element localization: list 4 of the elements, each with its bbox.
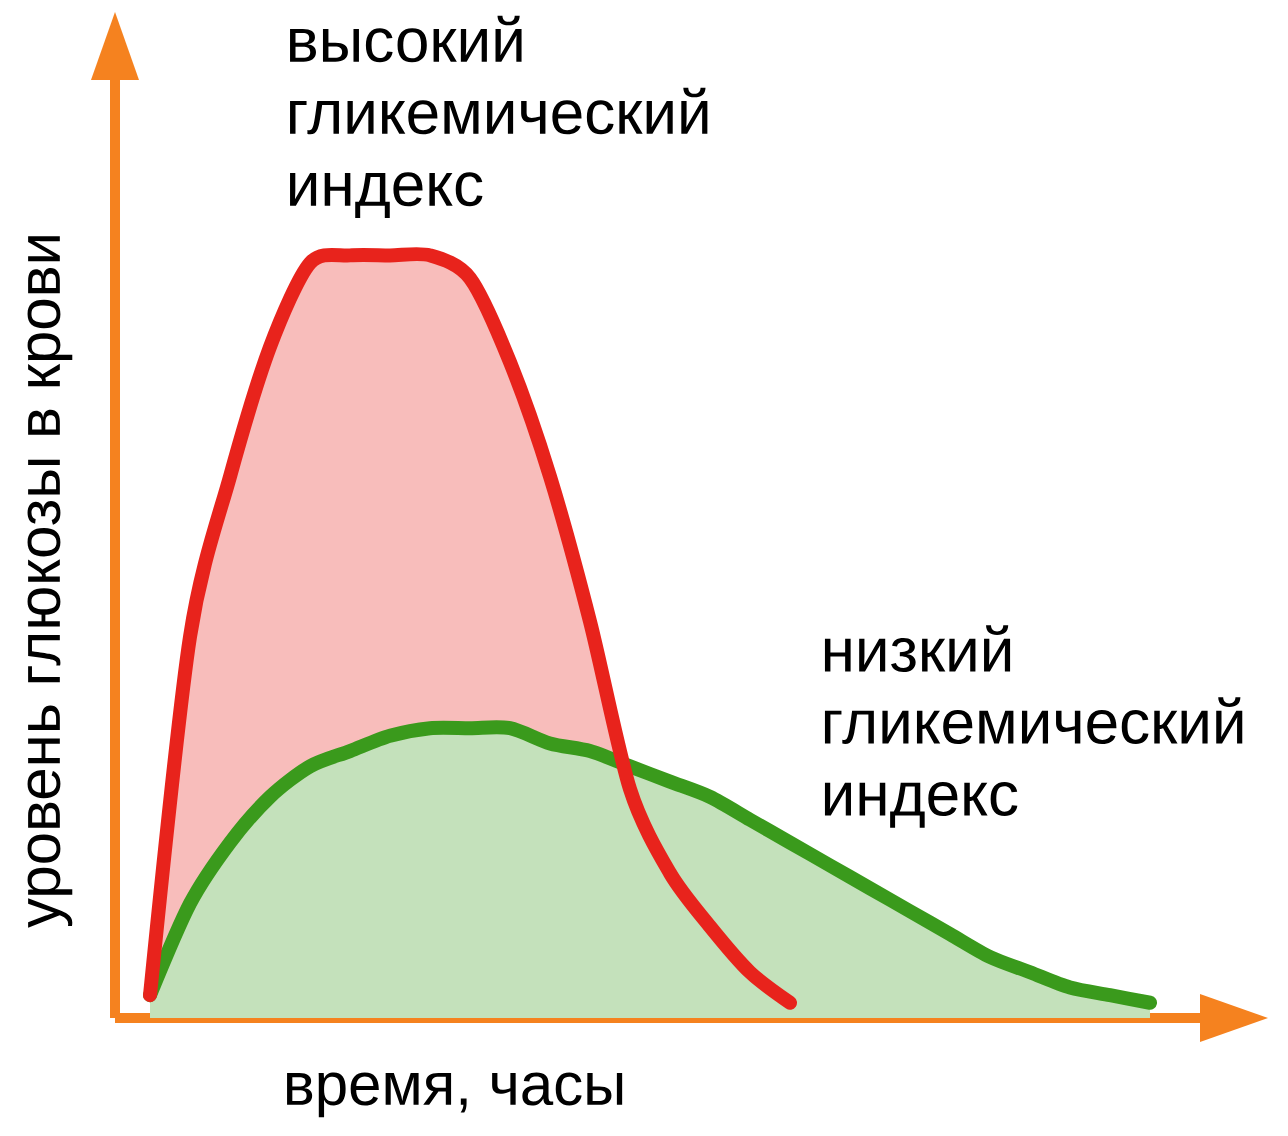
- x-axis-title: время, часы: [287, 1072, 623, 1118]
- series-label: низкий гликемический индекс: [824, 625, 1243, 828]
- series-label: высокий гликемический индекс: [290, 15, 708, 219]
- y-axis-title: уровень глюкозы в крови: [27, 236, 73, 928]
